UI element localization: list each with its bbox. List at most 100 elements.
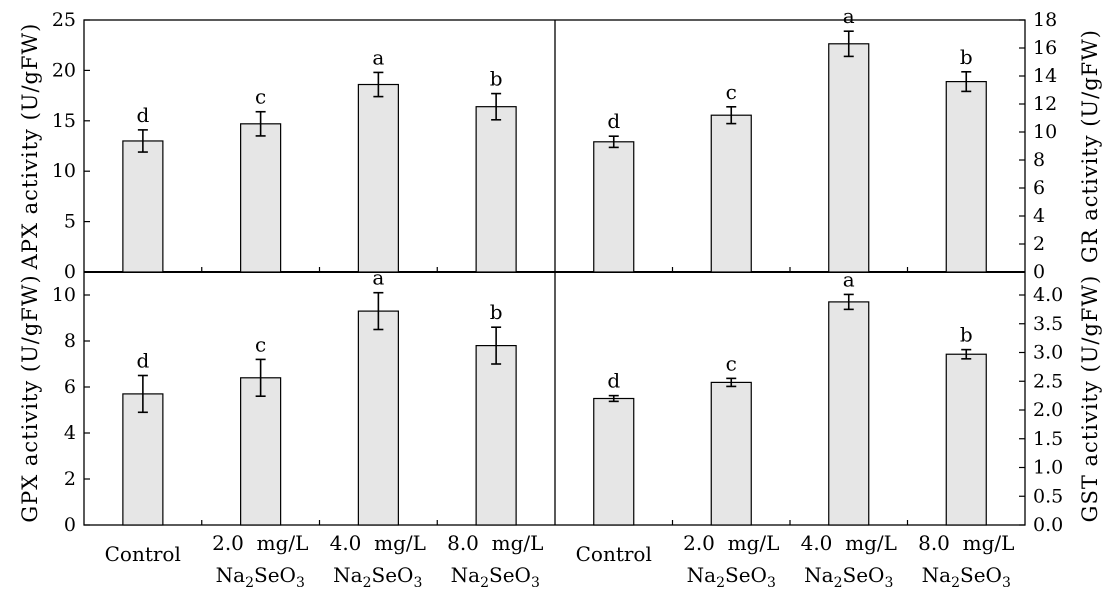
- bar: [945, 80, 987, 273]
- y-tick-label: 0.5: [1033, 485, 1063, 507]
- y-tick-label: 4: [1033, 205, 1045, 227]
- y-tick-label: 25: [52, 9, 76, 31]
- error-bar: [491, 326, 502, 365]
- bar: [828, 43, 870, 273]
- significance-letter: b: [490, 67, 503, 91]
- x-category-label: 4.0 mg/L Na2SeO3: [801, 531, 897, 591]
- y-tick-label: 8: [64, 330, 76, 352]
- error-bar: [961, 71, 972, 93]
- bar: [475, 106, 517, 273]
- significance-letter: a: [372, 45, 384, 69]
- y-axis-title: GR activity (U/gFW): [1078, 29, 1102, 263]
- y-tick-label: 5: [64, 211, 76, 233]
- error-bar: [373, 71, 384, 98]
- significance-letter: a: [843, 267, 855, 291]
- x-tick-label-formula: Na2SeO3: [687, 563, 776, 591]
- y-tick-label: 1.5: [1033, 428, 1063, 450]
- y-tick-label: 2: [1033, 233, 1045, 255]
- y-tick-label: 10: [52, 160, 76, 182]
- y-tick-label: 2.5: [1033, 370, 1063, 392]
- y-tick-label: 4.0: [1033, 284, 1063, 306]
- error-bar: [843, 30, 854, 58]
- significance-letter: c: [255, 85, 266, 109]
- significance-letter: d: [136, 103, 149, 127]
- x-category-label: 2.0 mg/L Na2SeO3: [683, 531, 779, 591]
- x-tick-label: 8.0 mg/L: [918, 531, 1014, 555]
- x-tick-label: 4.0 mg/L: [330, 531, 426, 555]
- panel-4: 0.0 0.5 1.0 1.5 2.0 2.5 3.0 3.5 4.0 GST activity …: [593, 267, 1102, 536]
- y-tick-label: 4: [64, 422, 76, 444]
- significance-letter: d: [607, 109, 620, 133]
- x-tick-label: Control: [576, 542, 652, 566]
- x-tick-label: 2.0 mg/L: [683, 531, 779, 555]
- x-tick-label-formula: Na2SeO3: [333, 563, 422, 591]
- x-category-label: 8.0 mg/L Na2SeO3: [447, 531, 543, 591]
- y-tick-label: 18: [1033, 9, 1057, 31]
- bar: [122, 140, 164, 273]
- bar: [945, 353, 987, 526]
- y-tick-label: 0: [1033, 261, 1045, 283]
- y-tick-label: 10: [52, 284, 76, 306]
- bar: [593, 141, 635, 273]
- significance-letter: c: [726, 80, 737, 104]
- significance-letter: b: [960, 323, 973, 347]
- x-tick-label: 4.0 mg/L: [801, 531, 897, 555]
- bar: [357, 310, 399, 526]
- bar: [475, 345, 517, 526]
- x-tick-label: 2.0 mg/L: [212, 531, 308, 555]
- bar: [710, 114, 752, 273]
- significance-letter: b: [960, 45, 973, 69]
- significance-letter: c: [255, 332, 266, 356]
- bar: [828, 301, 870, 526]
- significance-letter: b: [490, 300, 503, 324]
- error-bar: [255, 358, 266, 398]
- bar: [710, 381, 752, 526]
- y-tick-label: 0: [64, 261, 76, 283]
- y-tick-label: 3.5: [1033, 313, 1063, 335]
- significance-letter: d: [136, 349, 149, 373]
- error-bar: [726, 106, 737, 125]
- y-tick-label: 0: [64, 514, 76, 536]
- panel-2: 0 2 4 6 8 10 12 14 16 18 GR activity (U/gFW) d c a b: [593, 4, 1102, 283]
- significance-letter: d: [607, 369, 620, 393]
- x-category-label: 4.0 mg/L Na2SeO3: [330, 531, 426, 591]
- y-tick-label: 6: [1033, 177, 1045, 199]
- y-tick-label: 20: [52, 59, 76, 81]
- x-category-label: Control: [576, 542, 652, 566]
- panel-1: 0 5 10 15 20 25 APX activity (U/gFW) d c a b: [18, 9, 517, 283]
- bar: [240, 123, 282, 273]
- bar: [593, 397, 635, 526]
- error-bar: [843, 293, 854, 311]
- bar: [357, 83, 399, 273]
- y-tick-label: 6: [64, 376, 76, 398]
- x-category-label: 8.0 mg/L Na2SeO3: [918, 531, 1014, 591]
- bar: [240, 377, 282, 526]
- error-bar: [961, 348, 972, 360]
- significance-letter: c: [726, 351, 737, 375]
- significance-letter: a: [843, 4, 855, 28]
- x-category-label: Control: [105, 542, 181, 566]
- y-tick-label: 3.0: [1033, 342, 1063, 364]
- error-bar: [137, 129, 148, 153]
- y-tick-label: 15: [52, 110, 76, 132]
- y-tick-label: 14: [1033, 65, 1057, 87]
- x-tick-label-formula: Na2SeO3: [922, 563, 1011, 591]
- error-bar: [255, 110, 266, 137]
- y-tick-label: 8: [1033, 149, 1045, 171]
- y-axis-title: APX activity (U/gFW): [18, 23, 42, 271]
- significance-letter: a: [372, 266, 384, 290]
- error-bar: [608, 394, 619, 403]
- bar: [122, 393, 164, 526]
- y-tick-label: 0.0: [1033, 514, 1063, 536]
- y-tick-label: 2: [64, 468, 76, 490]
- x-tick-label-formula: Na2SeO3: [451, 563, 540, 591]
- y-tick-label: 1.0: [1033, 457, 1063, 479]
- x-tick-label-formula: Na2SeO3: [804, 563, 893, 591]
- error-bar: [491, 92, 502, 121]
- y-tick-label: 10: [1033, 121, 1057, 143]
- y-tick-label: 16: [1033, 37, 1057, 59]
- error-bar: [726, 377, 737, 388]
- panel-3: 0 2 4 6 8 10 GPX activity (U/gFW) d c a b: [18, 266, 517, 536]
- error-bar: [373, 291, 384, 331]
